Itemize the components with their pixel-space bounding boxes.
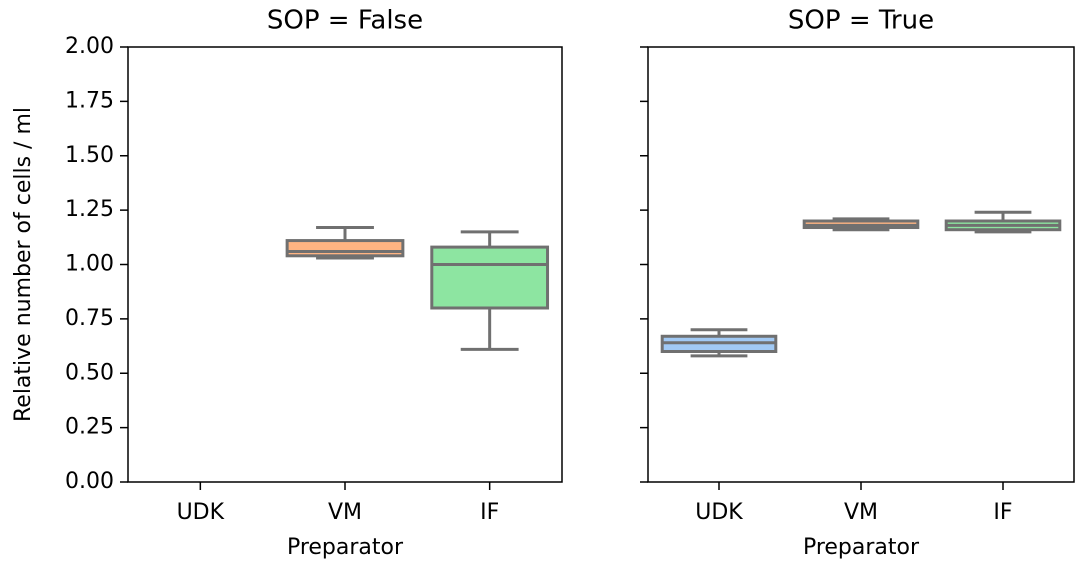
y-tick-label: 1.75 bbox=[65, 88, 114, 113]
x-axis-label: Preparator bbox=[803, 535, 920, 560]
x-tick-label: UDK bbox=[177, 500, 225, 525]
x-tick-label: VM bbox=[328, 500, 362, 525]
x-axis-label: Preparator bbox=[287, 535, 404, 560]
y-tick-label: 0.25 bbox=[65, 415, 114, 440]
x-tick-label: IF bbox=[993, 500, 1012, 525]
x-tick-label: VM bbox=[844, 500, 878, 525]
y-tick-label: 0.75 bbox=[65, 306, 114, 331]
y-tick-label: 0.50 bbox=[65, 360, 114, 385]
x-tick-label: UDK bbox=[695, 500, 743, 525]
panel-title: SOP = False bbox=[267, 6, 423, 36]
y-tick-label: 0.00 bbox=[65, 469, 114, 494]
box bbox=[285, 239, 405, 258]
y-tick-label: 1.50 bbox=[65, 143, 114, 168]
plot-frame bbox=[127, 46, 563, 483]
panel-title: SOP = True bbox=[788, 6, 934, 36]
y-axis-label: Relative number of cells / ml bbox=[11, 107, 36, 422]
y-tick-label: 1.00 bbox=[65, 252, 114, 277]
y-tick-label: 2.00 bbox=[65, 34, 114, 59]
y-tick-label: 1.25 bbox=[65, 197, 114, 222]
plot-frame bbox=[647, 46, 1075, 483]
x-tick-label: IF bbox=[480, 500, 499, 525]
box bbox=[430, 245, 550, 310]
